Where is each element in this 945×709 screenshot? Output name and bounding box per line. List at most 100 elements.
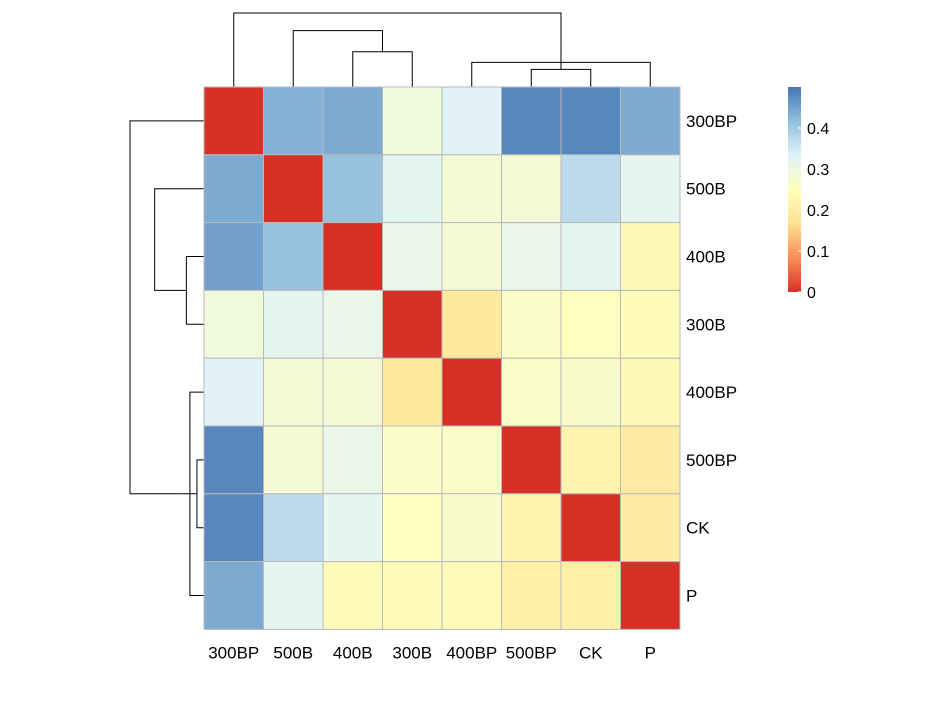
- heatmap-cell: [263, 222, 324, 291]
- heatmap-cell: [322, 86, 383, 156]
- row-label: 500B: [686, 180, 726, 199]
- heatmap-cell: [441, 222, 502, 291]
- heatmap-cell: [263, 289, 324, 359]
- heatmap-cell: [501, 357, 562, 427]
- column-dendrogram: [233, 12, 651, 87]
- legend-tick-label: 0.3: [807, 162, 829, 179]
- heatmap-cell: [382, 493, 443, 563]
- heatmap-cell: [560, 222, 621, 291]
- column-label: P: [645, 643, 656, 662]
- heatmap-cell: [620, 561, 681, 630]
- heatmap-cell: [322, 561, 383, 630]
- heatmap-cell: [501, 425, 562, 495]
- column-labels: 300BP 500B 400B 300B 400BP 500BP CK P: [208, 643, 656, 662]
- heatmap-cell: [441, 357, 502, 427]
- legend-tick-label: 0: [807, 285, 816, 302]
- row-label: 400B: [686, 248, 726, 267]
- row-labels: 300BP 500B 400B 300B 400BP 500BP CK P: [686, 112, 737, 606]
- heatmap-cell: [560, 154, 621, 224]
- color-legend-ticks: 0 0.1 0.2 0.3 0.4: [798, 121, 829, 302]
- heatmap-cell: [560, 425, 621, 495]
- heatmap-cell: [620, 289, 681, 359]
- heatmap-cell: [263, 357, 324, 427]
- row-label: P: [686, 587, 697, 606]
- heatmap-cell: [441, 289, 502, 359]
- column-dendrogram-branch: [292, 30, 383, 87]
- heatmap-cell: [441, 86, 502, 156]
- heatmap-cell: [620, 86, 681, 156]
- heatmap-cell: [203, 289, 264, 359]
- heatmap-cell: [263, 493, 324, 563]
- heatmap-cell: [560, 86, 621, 156]
- heatmap-cell: [382, 357, 443, 427]
- heatmap-cell: [263, 425, 324, 495]
- heatmap-cell: [620, 357, 681, 427]
- heatmap-cell: [560, 289, 621, 359]
- heatmap-cell: [441, 425, 502, 495]
- heatmap-cell: [441, 561, 502, 630]
- heatmap-cell: [620, 154, 681, 224]
- column-label: 400BP: [446, 643, 497, 662]
- row-label: 300BP: [686, 112, 737, 131]
- row-label: CK: [686, 519, 710, 538]
- heatmap-cell: [382, 86, 443, 156]
- heatmap-cell: [322, 357, 383, 427]
- column-label: 500B: [273, 643, 313, 662]
- heatmap-cell: [263, 154, 324, 224]
- heatmap-cell: [382, 154, 443, 224]
- legend-tick-label: 0.4: [807, 121, 829, 138]
- heatmap-cell: [203, 154, 264, 224]
- heatmap-cell: [620, 425, 681, 495]
- row-label: 400BP: [686, 383, 737, 402]
- heatmap-cell: [263, 561, 324, 630]
- heatmap-cell: [322, 493, 383, 563]
- heatmap-cell: [322, 222, 383, 291]
- heatmap-cell: [441, 154, 502, 224]
- color-legend: 0 0.1 0.2 0.3 0.4: [788, 87, 829, 302]
- row-dendrogram-branch: [185, 256, 204, 325]
- heatmap-cell: [203, 86, 264, 156]
- heatmap-cell: [501, 493, 562, 563]
- legend-tick-label: 0.2: [807, 203, 829, 220]
- heatmap-cell: [382, 561, 443, 630]
- heatmap-cell: [620, 493, 681, 563]
- legend-tick-label: 0.1: [807, 244, 829, 261]
- heatmap-cell: [501, 561, 562, 630]
- row-dendrogram: [129, 120, 204, 596]
- column-dendrogram-branch: [233, 12, 562, 87]
- heatmap-cell: [263, 86, 324, 156]
- heatmap-cell: [382, 289, 443, 359]
- heatmap-cell: [203, 561, 264, 630]
- row-label: 300B: [686, 315, 726, 334]
- heatmap-cell: [203, 493, 264, 563]
- heatmap-cells: [203, 86, 681, 630]
- heatmap-cell: [501, 222, 562, 291]
- column-label: 400B: [333, 643, 373, 662]
- heatmap-cell: [501, 289, 562, 359]
- heatmap-cell: [560, 493, 621, 563]
- column-label: CK: [579, 643, 603, 662]
- column-dendrogram-branch: [352, 51, 413, 87]
- color-legend-bar: [788, 87, 801, 292]
- heatmap-cell: [322, 425, 383, 495]
- heatmap-cell: [501, 86, 562, 156]
- heatmap-cell: [203, 357, 264, 427]
- heatmap-cell: [322, 154, 383, 224]
- heatmap-cell: [441, 493, 502, 563]
- heatmap-cell: [322, 289, 383, 359]
- column-dendrogram-branch: [530, 68, 592, 87]
- heatmap-cell: [620, 222, 681, 291]
- column-label: 500BP: [506, 643, 557, 662]
- row-label: 500BP: [686, 451, 737, 470]
- heatmap-cell: [382, 222, 443, 291]
- column-label: 300B: [392, 643, 432, 662]
- row-dendrogram-branch: [196, 459, 204, 529]
- heatmap-cell: [501, 154, 562, 224]
- column-label: 300BP: [208, 643, 259, 662]
- heatmap-cell: [203, 425, 264, 495]
- row-dendrogram-branch: [154, 188, 204, 291]
- heatmap-cell: [560, 561, 621, 630]
- row-dendrogram-branch: [129, 120, 204, 495]
- heatmap-cell: [203, 222, 264, 291]
